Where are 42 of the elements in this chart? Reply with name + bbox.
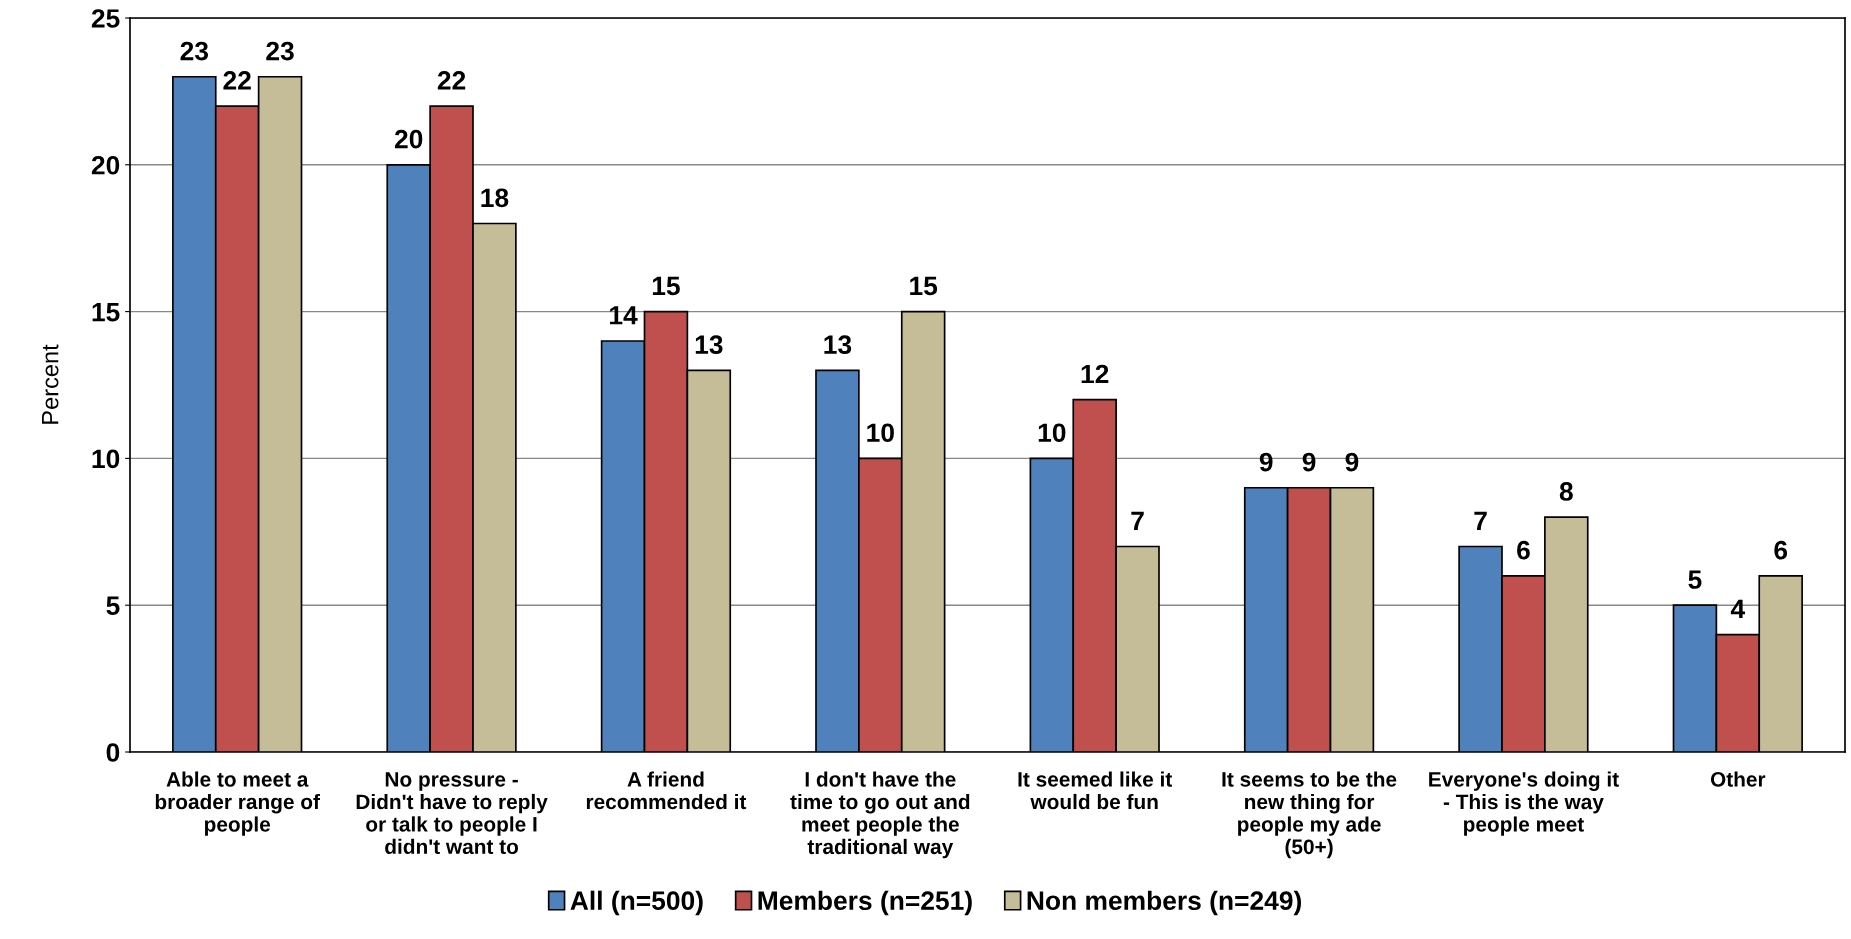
data-label: 6 (1517, 540, 1530, 560)
legend-label: All (n=500) (570, 890, 703, 916)
y-tick-label: 20 (91, 155, 120, 175)
data-label: 10 (867, 423, 894, 443)
data-label: 9 (1259, 452, 1273, 472)
y-axis-title: Percent (42, 344, 59, 424)
data-label: 4 (1730, 599, 1746, 618)
data-label: 18 (481, 188, 509, 208)
x-tick-label: I don't have the time to go out and meet people the traditional way (790, 771, 970, 859)
data-label: 23 (180, 41, 209, 61)
y-tick-label: 25 (91, 9, 120, 28)
x-tick-label: Able to meet a broader range of people (155, 771, 320, 836)
data-label: 7 (1131, 511, 1144, 530)
y-tick-label: 10 (92, 449, 120, 469)
x-tick-label: It seems to be the new thing for people my ade (50+) (1222, 771, 1397, 859)
x-tick-label: Other (1710, 771, 1766, 787)
data-label: 15 (910, 276, 938, 296)
data-label: 8 (1559, 482, 1573, 501)
data-label: 9 (1345, 452, 1359, 472)
y-tick-label: 0 (106, 743, 120, 762)
data-label: 6 (1774, 540, 1788, 560)
y-tick-label: 5 (106, 596, 120, 616)
data-label: 9 (1302, 452, 1316, 472)
data-label: 20 (394, 129, 423, 149)
data-label: 22 (437, 71, 466, 90)
data-label: 7 (1474, 511, 1487, 530)
x-tick-label: No pressure - Didn't have to reply or talk to people I didn't want to (356, 772, 548, 855)
data-label: 5 (1688, 570, 1702, 589)
y-tick-label: 15 (92, 303, 120, 322)
data-label: 13 (695, 335, 723, 355)
legend-label: Non members (n=249) (1027, 890, 1301, 916)
x-tick-label: Everyone's doing it - This is the way people meet (1429, 771, 1619, 836)
data-label: 15 (652, 276, 680, 296)
data-label: 10 (1038, 423, 1066, 443)
data-label: 22 (223, 71, 251, 90)
data-label: 13 (824, 335, 852, 355)
data-label: 14 (610, 306, 638, 325)
data-label: 23 (266, 41, 294, 61)
data-label: 12 (1081, 364, 1109, 384)
x-tick-label: A friend recommended it (586, 771, 747, 810)
x-tick-label: It seemed like it would be fun (1018, 771, 1173, 810)
legend-label: Members (n=251) (758, 890, 972, 916)
